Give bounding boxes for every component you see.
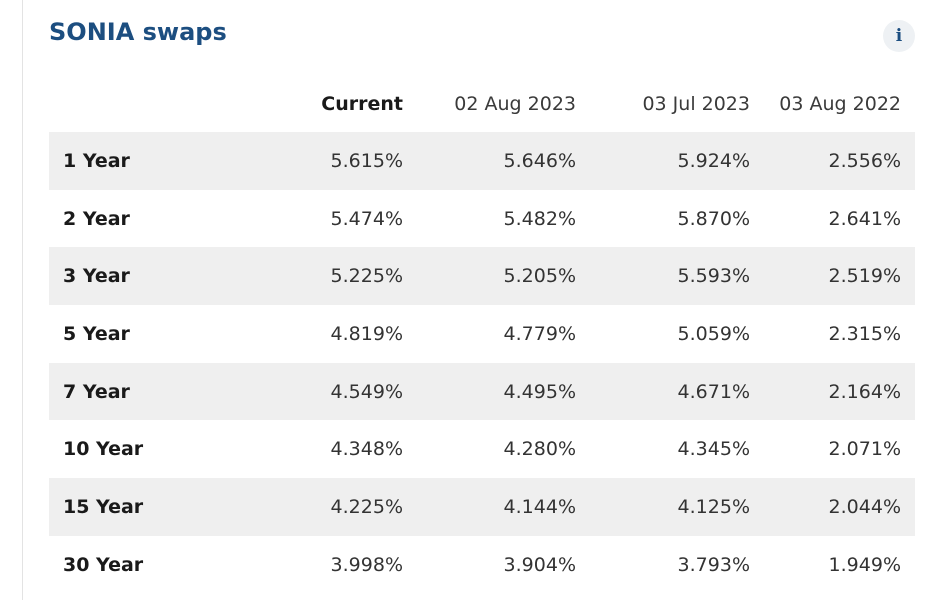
tenor-label: 10 Year (63, 438, 144, 461)
rate-02-aug-2023: 4.495% (503, 380, 576, 403)
table-row: 30 Year 3.998% 3.904% 3.793% 1.949% (49, 536, 915, 594)
rate-03-jul-2023: 5.059% (677, 322, 750, 345)
rate-03-jul-2023: 4.345% (677, 438, 750, 461)
rate-03-jul-2023: 5.870% (677, 207, 750, 230)
swaps-table: Current 02 Aug 2023 03 Jul 2023 03 Aug 2… (49, 76, 915, 594)
column-header-02-aug-2023: 02 Aug 2023 (454, 93, 576, 115)
rate-02-aug-2023: 3.904% (503, 553, 576, 576)
rate-03-jul-2023: 4.125% (677, 495, 750, 518)
rate-02-aug-2023: 5.482% (503, 207, 576, 230)
rate-current: 4.819% (330, 322, 403, 345)
rate-current: 5.615% (330, 149, 403, 172)
rate-current: 4.348% (330, 438, 403, 461)
table-header: Current 02 Aug 2023 03 Jul 2023 03 Aug 2… (49, 76, 915, 132)
rate-03-aug-2022: 2.071% (828, 438, 901, 461)
rate-03-aug-2022: 2.556% (828, 149, 901, 172)
rate-03-aug-2022: 2.641% (828, 207, 901, 230)
rate-03-jul-2023: 5.593% (677, 265, 750, 288)
rate-03-jul-2023: 3.793% (677, 553, 750, 576)
column-header-03-aug-2022: 03 Aug 2022 (779, 93, 901, 115)
rate-current: 5.474% (330, 207, 403, 230)
rate-02-aug-2023: 4.280% (503, 438, 576, 461)
sonia-swaps-card: SONIA swaps i Current 02 Aug 2023 03 Jul… (22, 0, 936, 600)
table-row: 10 Year 4.348% 4.280% 4.345% 2.071% (49, 420, 915, 478)
rate-03-aug-2022: 1.949% (828, 553, 901, 576)
rate-02-aug-2023: 4.144% (503, 495, 576, 518)
rate-current: 5.225% (330, 265, 403, 288)
table-row: 3 Year 5.225% 5.205% 5.593% 2.519% (49, 247, 915, 306)
rate-03-aug-2022: 2.164% (828, 380, 901, 403)
rate-03-aug-2022: 2.044% (828, 495, 901, 518)
rate-02-aug-2023: 5.205% (503, 265, 576, 288)
rate-02-aug-2023: 5.646% (503, 149, 576, 172)
rate-03-aug-2022: 2.519% (828, 265, 901, 288)
table-row: 2 Year 5.474% 5.482% 5.870% 2.641% (49, 190, 915, 248)
tenor-label: 3 Year (63, 265, 130, 288)
tenor-label: 2 Year (63, 207, 130, 230)
table-row: 15 Year 4.225% 4.144% 4.125% 2.044% (49, 478, 915, 536)
column-header-03-jul-2023: 03 Jul 2023 (642, 93, 750, 115)
rate-03-jul-2023: 4.671% (677, 380, 750, 403)
rate-current: 4.549% (330, 380, 403, 403)
rate-current: 3.998% (330, 553, 403, 576)
rate-02-aug-2023: 4.779% (503, 322, 576, 345)
tenor-label: 1 Year (63, 149, 130, 172)
table-row: 5 Year 4.819% 4.779% 5.059% 2.315% (49, 305, 915, 363)
column-header-current: Current (321, 93, 403, 115)
tenor-label: 30 Year (63, 553, 144, 576)
rate-current: 4.225% (330, 495, 403, 518)
tenor-label: 5 Year (63, 322, 130, 345)
rate-03-aug-2022: 2.315% (828, 322, 901, 345)
tenor-label: 15 Year (63, 495, 144, 518)
table-row: 1 Year 5.615% 5.646% 5.924% 2.556% (49, 132, 915, 190)
rate-03-jul-2023: 5.924% (677, 149, 750, 172)
table-row: 7 Year 4.549% 4.495% 4.671% 2.164% (49, 362, 915, 421)
tenor-label: 7 Year (63, 380, 130, 403)
info-icon[interactable]: i (883, 20, 915, 52)
widget-title: SONIA swaps (49, 18, 227, 46)
